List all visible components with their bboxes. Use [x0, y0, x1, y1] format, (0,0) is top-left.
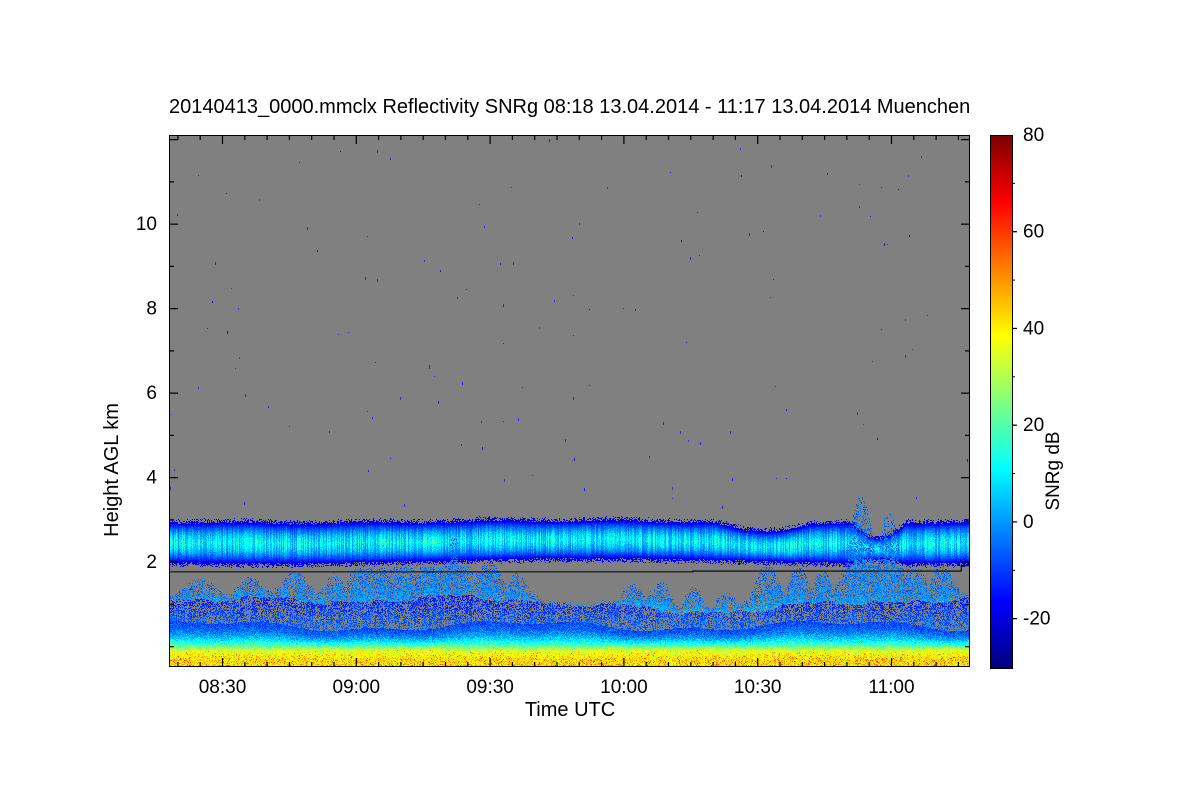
svg-text:40: 40 — [1023, 318, 1044, 339]
svg-text:60: 60 — [1023, 222, 1044, 243]
svg-text:08:30: 08:30 — [199, 677, 247, 698]
svg-text:20: 20 — [1023, 415, 1044, 436]
svg-text:Time UTC: Time UTC — [525, 699, 615, 721]
svg-text:6: 6 — [146, 383, 157, 404]
svg-text:10: 10 — [136, 214, 157, 235]
svg-text:4: 4 — [146, 468, 157, 489]
svg-text:8: 8 — [146, 299, 157, 320]
svg-text:20140413_0000.mmclx Reflectivi: 20140413_0000.mmclx Reflectivity SNRg 08… — [169, 96, 970, 118]
svg-text:SNRg dB: SNRg dB — [1043, 431, 1064, 510]
svg-text:80: 80 — [1023, 125, 1044, 146]
svg-text:09:00: 09:00 — [333, 677, 381, 698]
svg-text:2: 2 — [146, 552, 157, 573]
svg-text:Height AGL km: Height AGL km — [101, 403, 123, 537]
svg-text:10:30: 10:30 — [734, 677, 782, 698]
svg-text:11:00: 11:00 — [868, 677, 914, 698]
svg-text:10:00: 10:00 — [600, 677, 648, 698]
svg-text:-20: -20 — [1023, 609, 1050, 630]
svg-text:0: 0 — [1023, 512, 1034, 533]
svg-text:09:30: 09:30 — [466, 677, 514, 698]
